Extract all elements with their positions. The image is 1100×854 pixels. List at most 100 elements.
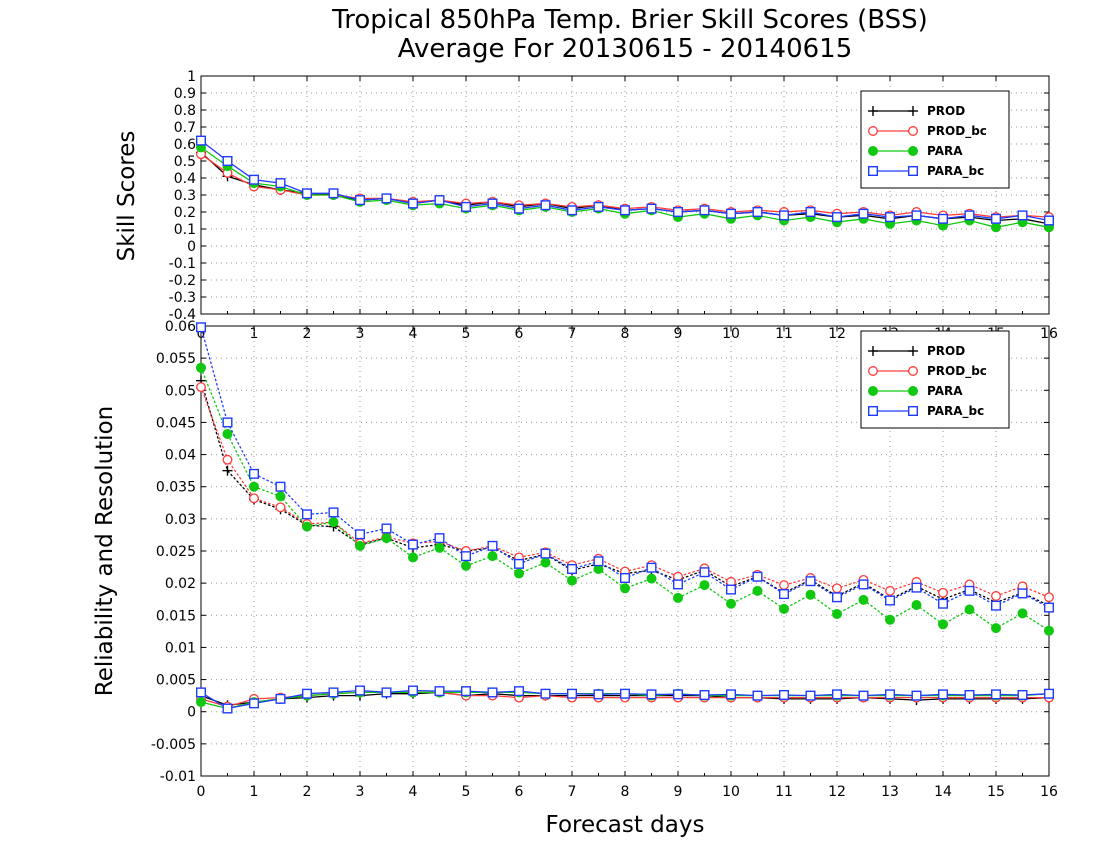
data-point <box>646 203 657 214</box>
data-point <box>885 595 896 606</box>
legend-box <box>860 330 1010 429</box>
data-point <box>355 195 366 206</box>
y-tick-label: 0.7 <box>174 120 196 136</box>
panel-skill-scores: -0.4-0.3-0.2-0.100.10.20.30.40.50.60.70.… <box>169 69 1058 342</box>
data-point <box>620 205 631 216</box>
data-point <box>249 481 259 492</box>
data-point <box>699 567 710 578</box>
data-point <box>593 201 604 212</box>
data-point <box>911 600 922 610</box>
data-point <box>832 583 842 594</box>
data-point <box>1044 592 1054 603</box>
data-point <box>593 689 604 700</box>
data-point <box>328 517 339 528</box>
data-point <box>381 687 392 698</box>
x-tick-label: 11 <box>775 784 793 800</box>
data-point <box>1017 588 1028 599</box>
data-point <box>514 203 525 214</box>
data-point <box>646 573 657 584</box>
legend-box <box>860 90 1010 189</box>
data-point <box>249 493 259 504</box>
data-point <box>355 540 365 551</box>
data-point <box>355 685 366 696</box>
data-point <box>1017 608 1028 619</box>
series-para-resolution <box>196 362 1054 636</box>
x-tick-label: 9 <box>674 326 683 342</box>
data-point <box>328 507 339 518</box>
y-tick-label: 0.03 <box>165 512 196 528</box>
legend-marker <box>868 165 879 176</box>
legend-marker <box>908 366 918 376</box>
legend-marker <box>868 366 878 376</box>
data-point <box>938 689 949 700</box>
data-point <box>726 584 737 595</box>
data-point <box>885 614 895 625</box>
legend-marker <box>868 346 878 356</box>
y-tick-label: -0.1 <box>169 256 196 272</box>
data-point <box>964 210 975 221</box>
data-point <box>858 594 869 605</box>
data-point <box>673 579 684 590</box>
data-point <box>1043 688 1054 699</box>
data-point <box>487 551 498 562</box>
data-point <box>964 690 975 701</box>
data-point <box>885 585 895 596</box>
data-point <box>222 155 233 166</box>
data-point <box>408 685 419 696</box>
x-tick-label: 16 <box>1040 784 1058 800</box>
data-point <box>832 609 842 619</box>
data-point <box>408 539 419 550</box>
data-point <box>328 188 339 199</box>
data-point <box>222 465 233 476</box>
data-point <box>938 587 948 598</box>
y-tick-label: 0.9 <box>174 86 196 102</box>
series-para-bc-reliability <box>195 685 1054 714</box>
legend-label: PROD_bc <box>927 364 987 379</box>
data-point <box>805 206 816 217</box>
data-point <box>805 589 816 600</box>
data-point <box>275 481 286 492</box>
data-point <box>196 382 206 393</box>
x-tick-label: 8 <box>621 326 630 342</box>
data-point <box>858 579 869 590</box>
data-point <box>779 690 790 701</box>
series-para-bc-resolution <box>195 322 1054 613</box>
data-point <box>567 688 578 699</box>
data-point <box>991 600 1002 611</box>
legend-marker <box>868 126 878 136</box>
data-point <box>514 558 525 569</box>
y-tick-label: 0.045 <box>156 415 196 431</box>
x-tick-label: 2 <box>303 326 312 342</box>
data-point <box>434 542 445 553</box>
y-tick-label: 0.025 <box>156 544 196 560</box>
data-point <box>302 688 313 699</box>
legend: PROD PROD_bc PARA PARA_bc <box>860 330 1010 429</box>
y-tick-label: 0.2 <box>174 205 196 221</box>
data-point <box>991 591 1001 601</box>
data-point <box>991 222 1001 233</box>
data-point <box>779 580 789 591</box>
panel-reliability-resolution: -0.01 -0.005 0 0.005 0.01 0.015 0.02 0.025 0.03 0… <box>151 319 1058 800</box>
data-point <box>302 188 313 199</box>
data-point <box>381 523 392 534</box>
data-point <box>779 210 790 221</box>
x-tick-label: 7 <box>568 326 577 342</box>
x-tick-label: 3 <box>356 784 365 800</box>
x-tick-label: 12 <box>828 326 846 342</box>
x-tick-label: 2 <box>303 784 312 800</box>
data-point <box>991 623 1001 634</box>
plot-frame <box>200 325 1050 777</box>
data-point <box>222 429 233 439</box>
data-point <box>540 200 551 211</box>
y-tick-label: 0.5 <box>174 154 196 170</box>
x-tick-label: 5 <box>462 326 471 342</box>
data-point <box>222 417 233 428</box>
x-tick-label: 15 <box>987 784 1005 800</box>
x-axis-label: Forecast days <box>546 812 705 838</box>
legend-marker <box>868 406 879 417</box>
data-point <box>275 178 286 189</box>
data-point <box>461 560 471 571</box>
x-tick-label: 11 <box>775 326 793 342</box>
